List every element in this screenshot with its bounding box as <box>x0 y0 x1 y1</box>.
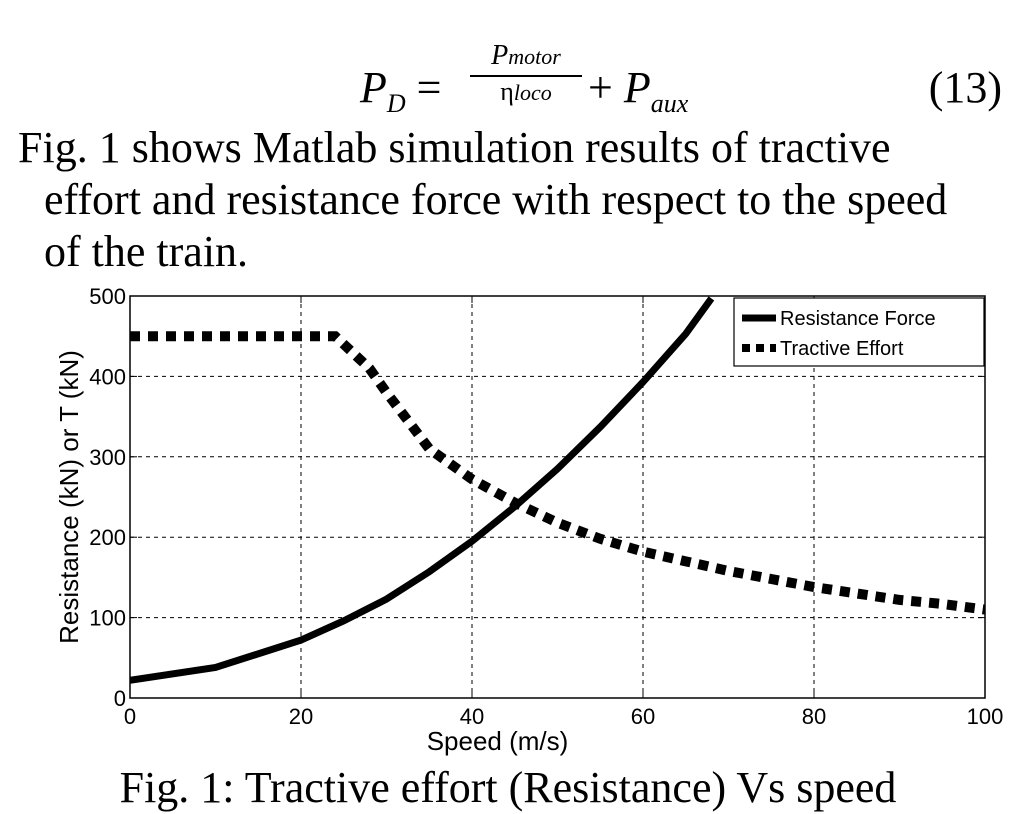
equation-number: (13) <box>928 63 1002 112</box>
equation-13: PD = Pmotor ηloco + Paux (13) <box>0 40 1016 120</box>
rhs-symbol: P <box>623 63 651 112</box>
y-tick-label: 300 <box>89 445 126 470</box>
numerator-subscript: motor <box>508 44 561 69</box>
lhs-symbol: P <box>360 63 387 112</box>
rhs-subscript: aux <box>650 89 689 118</box>
lhs-subscript: D <box>386 89 406 118</box>
fraction: Pmotor ηloco <box>470 40 582 108</box>
y-tick-label: 0 <box>114 686 126 711</box>
y-tick-label: 200 <box>89 525 126 550</box>
figure-caption: Fig. 1: Tractive effort (Resistance) Vs … <box>119 763 897 812</box>
x-tick-label: 0 <box>124 704 136 729</box>
legend-box <box>733 297 985 367</box>
body-paragraph: Fig. 1 shows Matlab simulation results o… <box>18 122 1008 278</box>
equation-rhs: + Paux <box>588 63 688 117</box>
series-line-tractive-effort <box>130 331 985 615</box>
legend-label: Tractive Effort <box>780 338 904 360</box>
series-line-resistance-force <box>130 296 715 684</box>
x-axis-label: Speed (m/s) <box>427 726 569 756</box>
plus-sign: + <box>588 63 613 112</box>
x-tick-label: 20 <box>289 704 313 729</box>
fraction-numerator: Pmotor <box>470 40 582 73</box>
numerator-symbol: P <box>491 40 509 71</box>
paragraph-line-3: of the train. <box>44 227 249 276</box>
y-tick-label: 500 <box>89 284 126 309</box>
figure-1-chart: 0 20 40 60 80 100 0 100 200 300 400 500 Speed (m/s) R… <box>0 278 1016 768</box>
y-tick-label: 100 <box>89 606 126 631</box>
legend-label: Resistance Force <box>780 308 936 330</box>
fraction-denominator: ηloco <box>470 77 582 108</box>
x-tick-label: 100 <box>967 704 1004 729</box>
y-axis-label: Resistance (kN) or T (kN) <box>54 350 84 644</box>
denominator-subscript: loco <box>513 80 552 105</box>
paragraph-line-2: effort and resistance force with respect… <box>44 175 948 224</box>
equation-lhs: PD = <box>360 63 442 117</box>
equals-sign: = <box>416 63 442 112</box>
y-tick-label: 400 <box>89 364 126 389</box>
plot-border <box>129 295 986 699</box>
x-tick-label: 80 <box>802 704 826 729</box>
chart-canvas: 0 20 40 60 80 100 0 100 200 300 400 500 Speed (m/s) R… <box>54 284 1004 756</box>
denominator-symbol: η <box>500 77 514 106</box>
fraction-bar <box>470 75 582 77</box>
x-tick-label: 60 <box>631 704 655 729</box>
paragraph-line-1: Fig. 1 shows Matlab simulation results o… <box>18 123 891 172</box>
x-tick-label: 40 <box>460 704 484 729</box>
